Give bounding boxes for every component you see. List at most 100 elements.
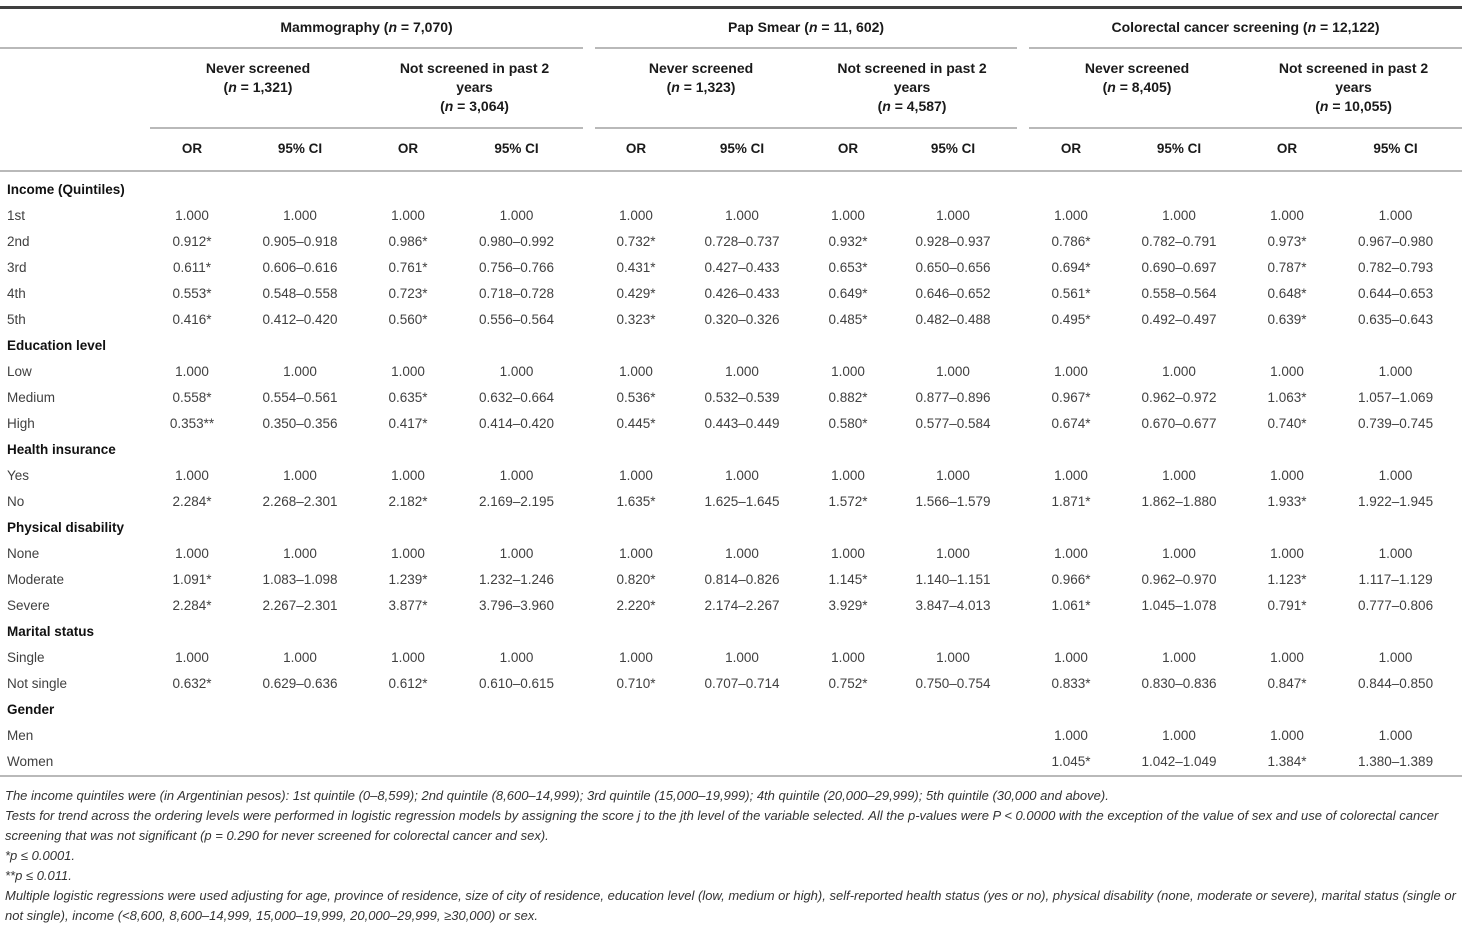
ci-column-header: 95% CI [889,128,1018,172]
or-value-cell: 1.000 [619,650,653,665]
table-body: Income (Quintiles) 1st 1.000 1.000 1.000 1.00… [0,171,1462,775]
or-value-cell: 0.674* [1051,416,1091,431]
ci-value-cell: 1.380–1.389 [1358,754,1434,769]
table-row: High 0.353** 0.350–0.356 0.417* 0.414–0.420 0… [0,411,1462,437]
or-value-cell: 0.973* [1267,234,1307,249]
n-variable: n [228,79,237,95]
ci-value-cell: 0.670–0.677 [1141,416,1217,431]
ci-value-cell: 3.796–3.960 [478,598,555,613]
or-column-header: OR [366,128,450,172]
or-value-cell: 1.045* [1051,754,1091,769]
ci-column-header: 95% CI [677,128,808,172]
n-variable: n [1107,79,1116,95]
or-value-cell: 0.787* [1267,260,1307,275]
ci-value-cell [889,749,1017,775]
or-value-cell: 0.323* [616,312,656,327]
or-value-cell: 1.000 [1054,468,1088,483]
ci-value-cell: 1.862–1.880 [1141,494,1217,509]
header-text: = 10,055) [1328,98,1392,114]
or-value-cell: 0.495* [1051,312,1091,327]
or-value-cell: 0.932* [828,234,868,249]
or-value-cell [595,723,677,749]
header-text: = 11, 602) [817,19,885,35]
footnote-line: **p ≤ 0.011. [5,868,72,883]
or-value-cell: 1.000 [831,650,865,665]
header-text: Mammography ( [280,19,389,35]
row-label: Women [7,754,54,769]
footnote-line: Tests for trend across the ordering leve… [5,808,1439,843]
subgroup-title-line: Never screened [595,59,807,78]
ci-column-header: 95% CI [1329,128,1462,172]
or-value-cell: 1.061* [1051,598,1091,613]
group-gap [583,281,595,307]
ci-value-cell: 1.000 [1162,728,1196,743]
ci-value-cell: 1.000 [1162,364,1196,379]
n-variable: n [808,19,818,35]
group-gap [583,385,595,411]
row-label: No [7,494,25,509]
group-gap [1017,593,1029,619]
row-label: Medium [7,390,56,405]
or-value-cell: 1.000 [1270,650,1304,665]
ci-value-cell: 0.632–0.664 [478,390,555,405]
or-value-cell: 1.091* [172,572,212,587]
row-label: 4th [7,286,26,301]
ci-value-cell: 0.967–0.980 [1358,234,1434,249]
or-value-cell: 1.000 [831,468,865,483]
or-value-cell: 0.912* [172,234,212,249]
or-value-cell: 0.417* [388,416,428,431]
ci-value-cell: 1.000 [283,208,317,223]
ci-value-cell: 1.000 [283,546,317,561]
ci-value-cell: 0.814–0.826 [704,572,780,587]
ci-value-cell: 1.000 [283,364,317,379]
group-gap [1017,255,1029,281]
row-label: High [7,416,35,431]
or-value-cell: 0.611* [172,260,212,275]
or-value-cell: 0.648* [1267,286,1307,301]
ci-value-cell: 2.268–2.301 [262,494,338,509]
subgroup-title: Never screened (n = 8,405) [1029,48,1246,129]
ci-value-cell: 0.844–0.850 [1358,676,1434,691]
or-value-cell: 1.123* [1267,572,1307,587]
ci-value-cell: 0.606–0.616 [262,260,338,275]
subgroup-title-line: (n = 10,055) [1245,97,1462,116]
n-variable: n [671,79,680,95]
header-text: ( [1315,98,1320,114]
ci-value-cell [677,723,807,749]
header-text: = 4,587) [890,98,947,114]
group-title: Pap Smear (n = 11, 602) [595,9,1018,49]
ci-value-cell: 1.625–1.645 [704,494,780,509]
group-gap [1017,385,1029,411]
group-gap [583,203,595,229]
section-label: Gender [7,702,55,717]
or-value-cell: 1.000 [391,208,425,223]
n-variable: n [882,98,891,114]
header-text: Not screened in past 2 [1278,60,1429,76]
or-value-cell: 1.000 [175,650,209,665]
or-value-cell: 0.786* [1051,234,1091,249]
table-row: Women 1.045* 1.042–1.049 1.384* 1.380–1.389 [0,749,1462,775]
row-label: Single [7,650,45,665]
header-text: years [893,79,931,95]
header-text: Not screened in past 2 [837,60,987,76]
ci-value-cell: 1.000 [1378,546,1413,561]
or-value-cell: 2.220* [616,598,656,613]
subgroup-title: Never screened (n = 1,323) [595,48,808,129]
ci-value-cell [234,723,366,749]
header-text: = 1,323) [679,79,736,95]
ci-value-cell: 0.558–0.564 [1141,286,1217,301]
ci-value-cell: 0.962–0.970 [1141,572,1217,587]
subgroup-title: Never screened (n = 1,321) [150,48,366,129]
group-gap [583,749,595,775]
subgroup-title-line: Never screened [1029,59,1245,78]
or-value-cell: 0.416* [172,312,212,327]
subgroup-title: Not screened in past 2 years (n = 4,587) [807,48,1018,129]
ci-value-cell: 1.000 [1378,208,1413,223]
or-value-cell: 0.635* [388,390,428,405]
or-value-cell: 1.000 [619,468,653,483]
header-text: = 3,064) [453,98,509,114]
ci-value-cell: 0.739–0.745 [1358,416,1434,431]
or-value-cell: 1.063* [1267,390,1307,405]
or-value-cell: 1.000 [1270,728,1304,743]
